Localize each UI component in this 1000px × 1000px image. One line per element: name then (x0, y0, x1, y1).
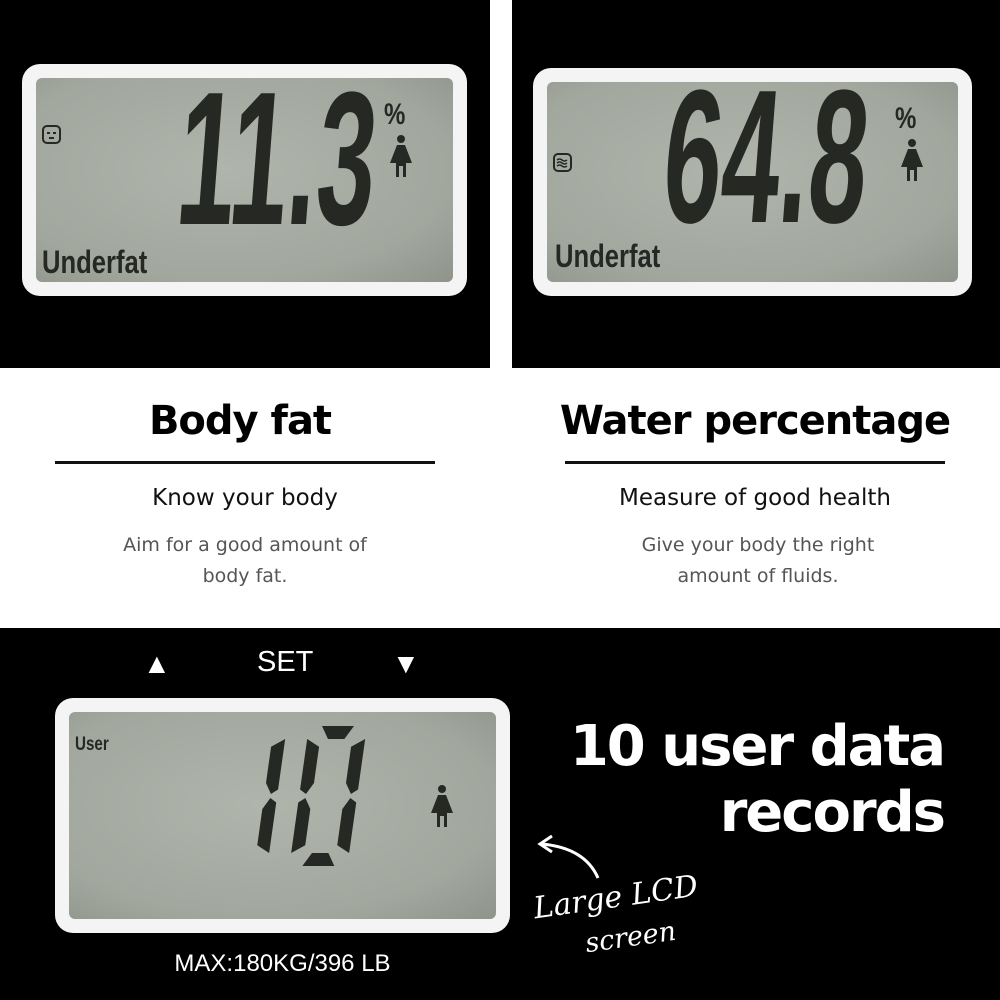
water-waves-icon (553, 153, 572, 172)
digit-segment (337, 798, 357, 853)
user-value (257, 726, 366, 866)
body-fat-subtitle: Know your body (152, 485, 338, 511)
records-line2: records (719, 780, 946, 845)
divider (55, 461, 435, 464)
user-label: User (75, 734, 109, 755)
max-capacity: MAX:180KG/396 LB (174, 950, 391, 977)
percent-sign: % (384, 98, 406, 131)
digit-segment (265, 739, 286, 794)
body-fat-value: 11.3 (170, 78, 385, 265)
down-button[interactable]: ▼ (392, 648, 420, 679)
digit-segment (291, 798, 311, 853)
digit-segment (257, 798, 277, 853)
status-label: Underfat (555, 238, 661, 274)
body-fat-title: Body fat (148, 398, 332, 444)
water-subtitle: Measure of good health (618, 485, 891, 511)
digit-segment (322, 726, 354, 739)
female-icon (431, 785, 453, 827)
water-value: 64.8 (656, 82, 877, 263)
records-line1: 10 user data (569, 714, 946, 779)
divider (565, 461, 945, 464)
desc-line: amount of fluids. (677, 565, 839, 587)
body-fat-lcd: 11.3 % Underfat (22, 64, 467, 296)
percent-sign: % (895, 102, 917, 135)
status-label: Underfat (42, 244, 148, 280)
up-button[interactable]: ▲ (143, 648, 171, 679)
female-icon (901, 139, 923, 181)
set-button[interactable]: SET (257, 646, 314, 678)
water-lcd: 64.8 % Underfat (533, 68, 972, 296)
water-title: Water percentage (559, 398, 951, 444)
body-fat-description: Aim for a good amount of body fat. (35, 530, 455, 592)
curved-arrow-icon (537, 834, 600, 879)
fat-face-icon (42, 125, 61, 144)
water-panel: 64.8 % Underfat (512, 0, 1000, 368)
digit-segment (302, 853, 335, 866)
digit-segment (300, 739, 320, 794)
female-icon (390, 135, 412, 177)
desc-line: body fat. (202, 565, 288, 587)
user-lcd: User (55, 698, 510, 933)
desc-line: Give your body the right (641, 534, 875, 556)
desc-line: Aim for a good amount of (123, 534, 367, 556)
body-fat-panel: 11.3 % Underfat (0, 0, 490, 368)
digit-segment (345, 739, 366, 794)
water-description: Give your body the right amount of fluids… (548, 530, 968, 592)
